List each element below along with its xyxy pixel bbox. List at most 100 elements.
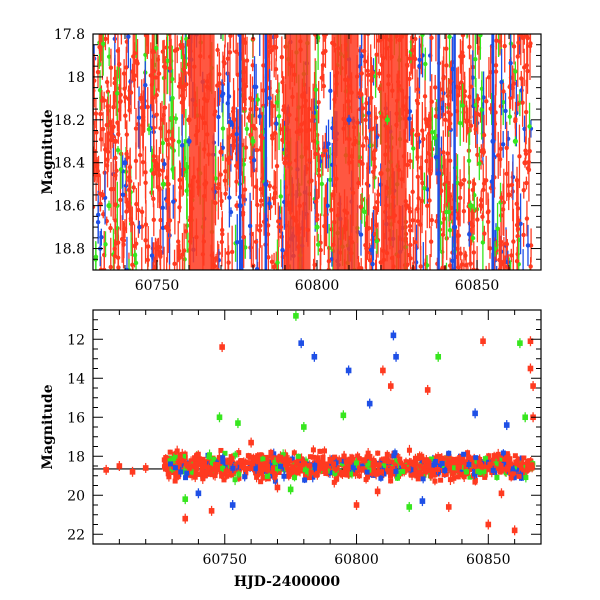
cloud-point — [481, 95, 486, 100]
cloud-point — [511, 475, 517, 481]
cloud-point — [247, 223, 253, 229]
cloud-point — [372, 148, 378, 153]
cloud-point — [418, 264, 423, 269]
cloud-point — [480, 240, 486, 245]
cloud-point — [494, 272, 498, 276]
cloud-point — [181, 248, 187, 253]
cloud-point — [162, 273, 166, 277]
cloud-point — [223, 191, 228, 196]
cloud-point — [491, 453, 497, 459]
cloud-point — [251, 168, 256, 173]
cloud-point — [497, 157, 503, 162]
data-point — [237, 203, 243, 209]
cloud-point — [188, 458, 194, 464]
cloud-point — [112, 276, 116, 280]
cloud-point — [407, 116, 412, 121]
cloud-point — [164, 456, 170, 462]
cloud-point — [313, 151, 318, 157]
cloud-point — [131, 272, 135, 276]
cloud-point — [521, 273, 525, 277]
cloud-point — [372, 23, 376, 27]
cloud-point — [176, 139, 182, 144]
cloud-point — [467, 474, 473, 480]
cloud-point — [248, 95, 253, 101]
cloud-point — [356, 272, 360, 276]
cloud-point — [223, 22, 227, 26]
cloud-point — [169, 136, 175, 141]
cloud-point — [254, 474, 260, 480]
cloud-point — [153, 75, 159, 80]
cloud-point — [130, 262, 135, 268]
cloud-point — [251, 460, 257, 466]
cloud-point — [160, 168, 165, 173]
cloud-point — [459, 80, 464, 85]
cloud-point — [475, 468, 481, 474]
data-point — [122, 160, 128, 166]
cloud-point — [509, 253, 514, 258]
cloud-point — [358, 232, 364, 237]
cloud-point — [133, 241, 139, 246]
plot-area-top — [93, 21, 534, 281]
cloud-point — [122, 86, 127, 91]
cloud-point — [456, 93, 461, 98]
cloud-point — [244, 58, 250, 63]
cloud-point — [146, 26, 150, 30]
cloud-point — [326, 465, 332, 471]
cloud-point — [219, 473, 225, 479]
cloud-point — [364, 246, 369, 251]
cloud-point — [374, 238, 380, 244]
cloud-point — [478, 22, 482, 26]
data-point — [164, 224, 170, 230]
cloud-point — [421, 458, 427, 464]
cloud-point — [440, 232, 446, 237]
cloud-point — [114, 277, 118, 281]
cloud-point — [455, 474, 461, 480]
cloud-point — [128, 90, 134, 95]
cloud-point — [212, 473, 218, 479]
cloud-point — [415, 476, 421, 482]
data-point — [330, 192, 336, 198]
cloud-point — [457, 120, 463, 126]
cloud-point — [429, 217, 435, 223]
cloud-point — [500, 207, 506, 212]
cloud-point — [184, 470, 190, 476]
cloud-point — [292, 475, 298, 481]
cloud-point — [258, 186, 264, 192]
cloud-point — [220, 126, 226, 131]
cloud-point — [282, 21, 286, 25]
cloud-point — [220, 145, 225, 150]
cloud-point — [132, 253, 138, 258]
panel-top: 60750 60800 60850 17.8 18 18.2 18.4 18.6 18.8 Mag… — [40, 21, 542, 294]
data-point — [384, 117, 390, 123]
cloud-point — [119, 236, 125, 242]
cloud-point — [275, 260, 280, 265]
cloud-point — [415, 174, 421, 180]
cloud-point — [516, 40, 521, 45]
cloud-point — [475, 111, 480, 117]
cloud-point — [508, 22, 512, 26]
cloud-point — [460, 54, 466, 59]
cloud-point — [474, 462, 480, 468]
cloud-point — [476, 96, 481, 102]
cloud-point — [443, 180, 449, 186]
cloud-point — [455, 215, 461, 221]
cloud-point — [334, 476, 340, 482]
cloud-point — [242, 187, 248, 192]
cloud-point — [160, 140, 166, 146]
data-point — [452, 224, 458, 230]
cloud-band — [189, 34, 215, 270]
cloud-point — [523, 109, 529, 115]
cloud-point — [513, 69, 518, 74]
cloud-point — [522, 26, 526, 30]
data-point — [404, 203, 410, 209]
cloud-point — [426, 467, 432, 473]
cloud-point — [319, 75, 324, 81]
cloud-point — [115, 48, 121, 54]
cloud-point — [104, 79, 110, 85]
cloud-point — [93, 111, 99, 116]
cloud-point — [452, 456, 458, 462]
cloud-point — [349, 23, 353, 27]
cloud-point — [152, 270, 156, 274]
cloud-point — [310, 474, 316, 480]
cloud-point — [482, 456, 488, 462]
